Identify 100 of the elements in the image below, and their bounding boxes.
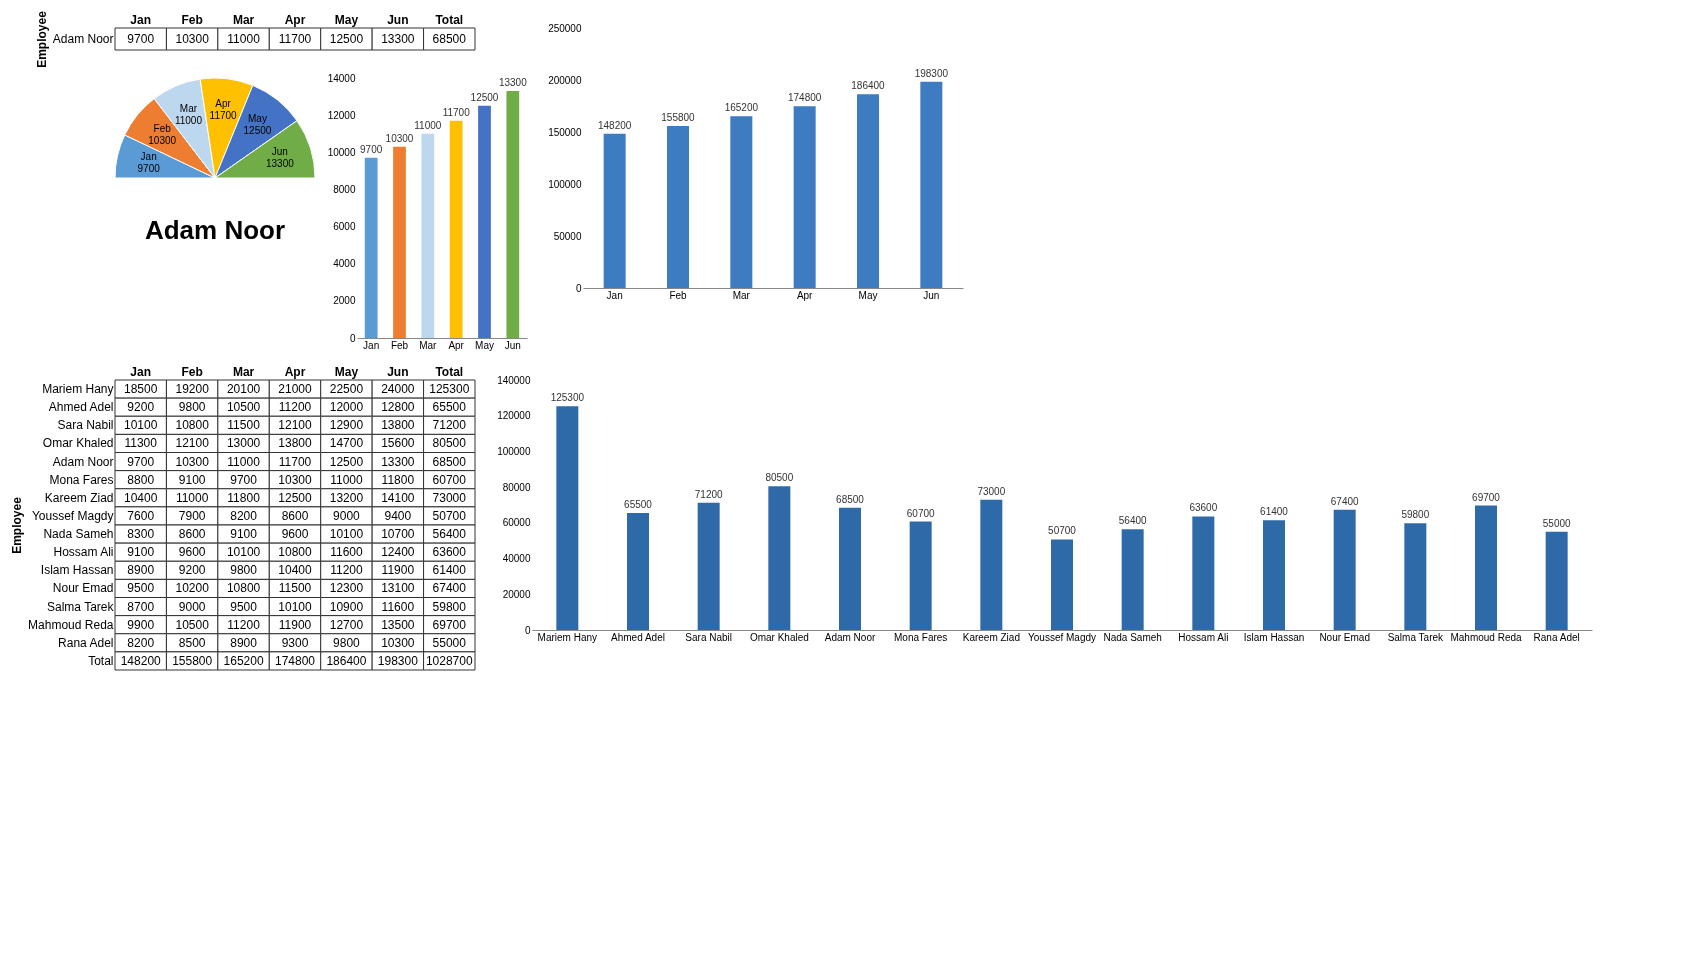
data-label: 12500 <box>278 490 313 505</box>
y-axis-title: Employee <box>10 496 25 554</box>
data-label: 9700 <box>127 32 155 46</box>
data-label: 9300 <box>281 635 309 650</box>
data-label: 11900 <box>278 617 312 632</box>
data-label: 10300 <box>175 454 210 469</box>
x-tick-label: Rana Adel <box>1533 631 1580 643</box>
data-label: 12300 <box>329 581 364 596</box>
data-label: 9800 <box>333 635 361 650</box>
data-label: 198300 <box>914 67 949 79</box>
data-label: 21000 <box>278 382 313 397</box>
data-label: 12500 <box>243 124 272 136</box>
y-tick-label: 200000 <box>548 74 582 86</box>
x-tick-label: Omar Khaled <box>749 631 809 643</box>
data-label: 73000 <box>977 485 1006 497</box>
data-label: 155800 <box>661 111 696 123</box>
data-label: 68500 <box>432 32 467 46</box>
data-label: 9700 <box>230 472 258 487</box>
data-label: 9100 <box>127 545 155 560</box>
data-label: 60700 <box>906 507 936 519</box>
data-label: 14100 <box>381 490 415 505</box>
y-tick-label: 40000 <box>502 553 531 565</box>
data-label: 11200 <box>227 617 261 632</box>
data-label: 19200 <box>175 382 210 397</box>
x-tick-label: Feb <box>390 339 409 351</box>
data-label: 9700 <box>360 143 383 155</box>
data-label: 9600 <box>178 545 206 560</box>
y-tick-label: 8000 <box>333 183 356 195</box>
x-tick-label: Mona Fares <box>893 631 948 643</box>
data-label: 69700 <box>432 617 467 632</box>
data-label: 11500 <box>227 418 261 433</box>
data-label: 11000 <box>227 454 261 469</box>
bar <box>627 513 649 630</box>
x-tick-label: Jan <box>130 364 152 379</box>
data-label: 12700 <box>329 617 364 632</box>
data-label: 11000 <box>227 32 261 46</box>
bar <box>364 157 378 338</box>
data-label: 13800 <box>381 418 415 433</box>
x-tick-label: Islam Hassan <box>1243 631 1305 643</box>
x-tick-label: Adam Noor <box>824 631 876 643</box>
data-label: 186400 <box>326 653 367 668</box>
bar <box>1192 516 1215 630</box>
data-label: 11300 <box>124 436 158 451</box>
y-tick-label: Adam Noor <box>52 32 114 46</box>
data-label: 22500 <box>329 382 364 397</box>
data-label: 165200 <box>223 653 264 668</box>
data-label: 14700 <box>329 436 364 451</box>
data-label: 56400 <box>1118 515 1148 527</box>
data-label: 55000 <box>1542 517 1572 529</box>
data-label: 7900 <box>178 508 206 523</box>
data-label: 8200 <box>127 635 155 650</box>
data-label: 11600 <box>381 599 415 614</box>
bar <box>768 486 791 630</box>
bar <box>1545 531 1568 630</box>
data-label: 60700 <box>432 472 467 487</box>
data-label: 13300 <box>265 157 295 169</box>
data-label: 10100 <box>278 599 313 614</box>
bar <box>920 81 943 288</box>
data-label: 10200 <box>175 581 210 596</box>
x-tick-label: Jan <box>606 289 623 301</box>
data-label: 12500 <box>329 454 364 469</box>
data-label: 11000 <box>174 115 203 127</box>
data-label: 174800 <box>274 653 316 668</box>
y-tick-label: 150000 <box>548 126 582 138</box>
data-label: 10700 <box>381 527 415 542</box>
data-label: 20100 <box>226 382 261 397</box>
y-tick-label: 120000 <box>497 410 531 422</box>
data-label: 73000 <box>432 490 467 505</box>
x-tick-label: Mar <box>232 12 255 27</box>
data-label: 9400 <box>384 508 412 523</box>
slice-label: Feb <box>153 123 172 135</box>
data-label: 13300 <box>381 454 415 469</box>
x-tick-label: Youssef Magdy <box>1027 631 1097 643</box>
data-label: 11000 <box>330 472 363 487</box>
bar <box>393 146 406 338</box>
data-label: 10100 <box>226 545 261 560</box>
data-label: 10300 <box>278 472 313 487</box>
data-label: 11700 <box>278 454 312 469</box>
data-label: 11700 <box>209 110 238 122</box>
x-tick-label: Jun <box>923 289 940 301</box>
data-label: 11200 <box>278 400 312 415</box>
data-label: 50700 <box>432 508 467 523</box>
y-tick-label: 12000 <box>327 109 356 121</box>
x-tick-label: Apr <box>284 364 306 379</box>
data-label: 11600 <box>330 545 363 560</box>
data-label: 61400 <box>432 563 467 578</box>
y-axis-title: Employee <box>34 10 49 68</box>
data-label: 68500 <box>432 454 467 469</box>
bar <box>839 507 861 630</box>
x-tick-label: Mar <box>419 339 438 351</box>
x-tick-label: Hossam Ali <box>1178 631 1229 643</box>
data-label: 11700 <box>442 106 471 118</box>
data-label: 68500 <box>836 493 865 505</box>
data-label: 9100 <box>230 527 258 542</box>
bar <box>1404 523 1427 630</box>
data-label: 11800 <box>381 472 415 487</box>
x-tick-label: Total <box>435 364 464 379</box>
data-label: 11000 <box>175 490 209 505</box>
data-label: 13100 <box>381 581 415 596</box>
x-tick-label: Feb <box>669 289 688 301</box>
